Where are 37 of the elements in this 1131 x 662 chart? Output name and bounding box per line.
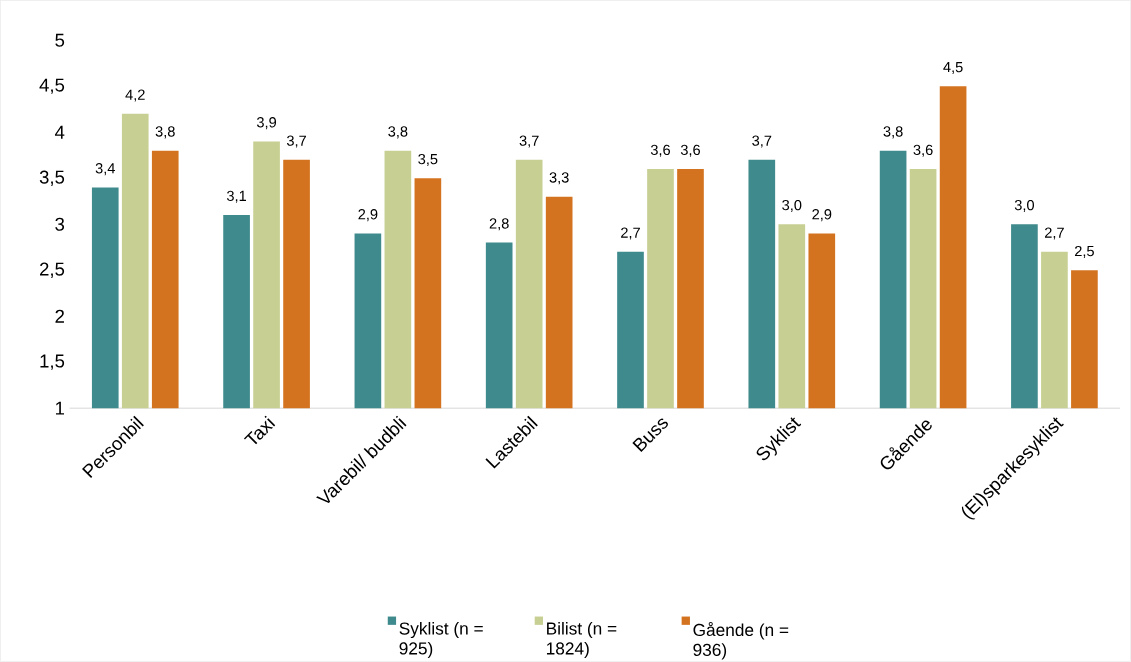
data-label: 3,3 — [549, 172, 569, 185]
legend-label: Syklist (n = 925) — [399, 622, 483, 659]
data-label: 2,7 — [621, 227, 640, 240]
data-label: 3,6 — [650, 144, 670, 157]
y-tick-label: 1,5 — [40, 354, 65, 370]
data-label: 4,2 — [125, 89, 145, 102]
data-label: 2,5 — [1074, 246, 1094, 259]
y-tick-label: 5 — [55, 33, 65, 47]
data-label: 3,6 — [913, 144, 933, 157]
data-label: 2,8 — [489, 218, 509, 231]
y-tick-label: 3,5 — [39, 170, 65, 187]
data-label: 3,7 — [752, 135, 772, 148]
legend-label: Gående (n = 936) — [693, 622, 789, 660]
data-label: 3,4 — [95, 163, 115, 176]
x-tick-label: Taxi — [243, 415, 276, 445]
data-label: 3,8 — [155, 126, 175, 139]
data-label: 2,7 — [1044, 227, 1064, 240]
y-tick-label: 3 — [55, 217, 65, 231]
data-label: 3,8 — [883, 126, 903, 139]
data-label: 2,9 — [358, 209, 378, 222]
data-label: 3,7 — [286, 135, 306, 148]
data-label: 3,0 — [1014, 200, 1034, 213]
data-label: 3,0 — [782, 200, 802, 213]
data-label: 3,9 — [256, 117, 277, 130]
y-tick-label: 4,5 — [39, 78, 65, 94]
data-label: 3,1 — [226, 190, 247, 203]
y-tick-label: 2,5 — [40, 262, 65, 279]
data-label: 4,5 — [943, 62, 963, 75]
y-tick-label: 2 — [55, 309, 64, 323]
data-label: 3,7 — [519, 135, 539, 148]
legend-label: Bilist (n = 1824) — [546, 622, 617, 659]
data-label: 3,6 — [680, 144, 700, 157]
data-label: 3,8 — [388, 126, 408, 139]
y-tick-label: 1 — [55, 401, 64, 415]
data-label: 3,5 — [418, 154, 438, 167]
data-label: 2,9 — [812, 209, 832, 222]
y-tick-label: 4 — [54, 125, 65, 139]
